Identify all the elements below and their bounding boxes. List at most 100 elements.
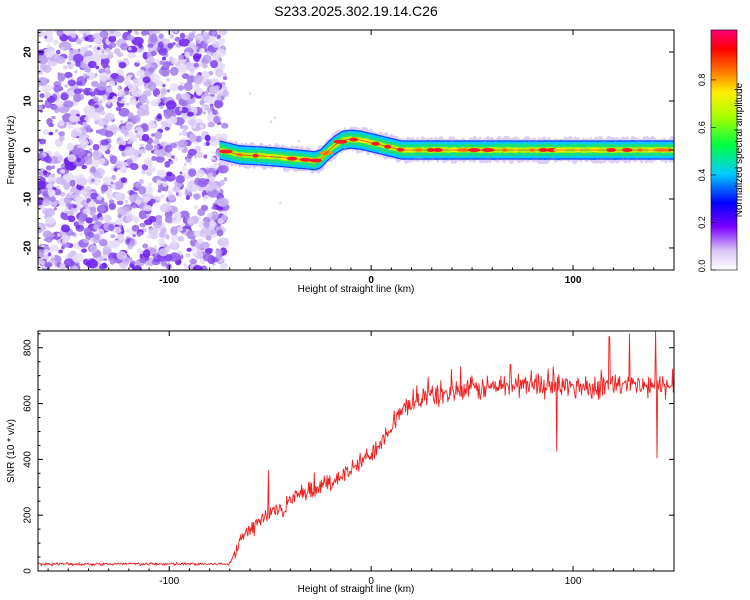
noise-blob [139, 179, 144, 184]
snr-plot-area [38, 331, 674, 566]
noise-blob [102, 254, 108, 258]
noise-blob [193, 193, 201, 200]
noise-blob [88, 232, 95, 238]
noise-blob [217, 229, 224, 236]
noise-blob [170, 226, 178, 235]
noise-blob [51, 105, 59, 111]
noise-blob [78, 28, 86, 34]
noise-blob [172, 240, 176, 245]
noise-blob [62, 238, 67, 243]
noise-blob [86, 259, 98, 268]
noise-blob [210, 106, 215, 110]
noise-blob [135, 199, 142, 205]
noise-blob [110, 258, 116, 265]
snr-axes: -100 0 1000200400600800 [23, 331, 674, 587]
noise-blob [171, 155, 175, 159]
noise-blob [55, 129, 58, 132]
noise-blob [207, 213, 213, 218]
noise-blob [144, 71, 150, 77]
noise-blob [161, 70, 169, 77]
x-tick-label: -100 [159, 576, 179, 587]
noise-blob [156, 179, 161, 185]
noise-blob [100, 207, 105, 212]
noise-blob [79, 233, 83, 236]
noise-blob [58, 249, 63, 253]
noise-blob [167, 89, 170, 92]
noise-blob [60, 93, 68, 100]
noise-blob [182, 167, 187, 170]
noise-blob [64, 84, 68, 87]
y-tick-label: 800 [23, 339, 34, 356]
noise-blob [135, 130, 138, 133]
noise-blob [169, 56, 174, 61]
noise-blob [61, 225, 70, 233]
noise-blob [221, 96, 224, 100]
noise-blob [89, 45, 92, 48]
noise-blob [106, 87, 113, 93]
noise-blob [137, 248, 141, 252]
noise-blob [151, 150, 154, 153]
noise-blob [206, 141, 210, 146]
noise-blob [39, 93, 44, 98]
noise-blob [164, 187, 168, 192]
noise-blob [189, 258, 197, 264]
noise-blob [168, 194, 176, 201]
noise-speck [274, 117, 277, 120]
noise-blob [48, 174, 56, 183]
noise-blob [110, 28, 115, 34]
noise-blob [80, 48, 83, 52]
noise-blob [164, 109, 172, 118]
noise-blob [85, 75, 90, 79]
noise-blob [101, 139, 109, 145]
noise-blob [42, 199, 50, 206]
noise-blob [38, 180, 46, 189]
noise-blob [188, 119, 196, 126]
noise-blob [165, 145, 173, 153]
noise-blob [90, 166, 96, 173]
noise-blob [108, 241, 118, 249]
noise-blob [43, 170, 48, 174]
noise-blob [132, 204, 136, 209]
noise-blob [189, 134, 196, 143]
y-tick-label: 400 [23, 451, 34, 468]
noise-blob [213, 116, 220, 124]
noise-blob [134, 150, 140, 156]
noise-blob [178, 85, 184, 91]
noise-blob [35, 30, 44, 37]
noise-blob [157, 95, 162, 98]
noise-blob [197, 152, 203, 158]
figure: S233.2025.302.19.14.C26 -100 0 100-20-1001… [0, 0, 750, 600]
noise-blob [73, 205, 77, 209]
noise-blob [111, 175, 116, 181]
noise-blob [148, 120, 155, 129]
noise-blob [67, 154, 76, 162]
noise-blob [48, 132, 53, 136]
noise-blob [72, 254, 84, 263]
noise-blob [70, 207, 77, 213]
y-tick-label: 0 [23, 568, 34, 574]
noise-blob [74, 148, 85, 156]
noise-blob [116, 107, 122, 111]
noise-blob [160, 142, 164, 146]
noise-blob [71, 33, 76, 39]
noise-blob [97, 47, 101, 50]
noise-blob [77, 177, 88, 185]
noise-blob [99, 31, 108, 39]
y-tick-label: 10 [23, 95, 34, 107]
noise-blob [51, 255, 55, 258]
noise-blob [57, 73, 65, 82]
noise-blob [218, 28, 227, 36]
noise-blob [220, 263, 228, 270]
noise-blob [188, 168, 196, 177]
noise-blob [178, 54, 184, 59]
noise-blob [196, 39, 200, 43]
noise-blob [194, 63, 199, 68]
colorbar-label: Normalized spectral amplitude [734, 82, 745, 217]
noise-blob [199, 48, 205, 53]
noise-blob [91, 178, 95, 182]
noise-blob [216, 100, 224, 107]
noise-blob [46, 183, 52, 189]
noise-blob [210, 230, 216, 235]
noise-blob [205, 135, 210, 142]
noise-blob [193, 53, 201, 62]
